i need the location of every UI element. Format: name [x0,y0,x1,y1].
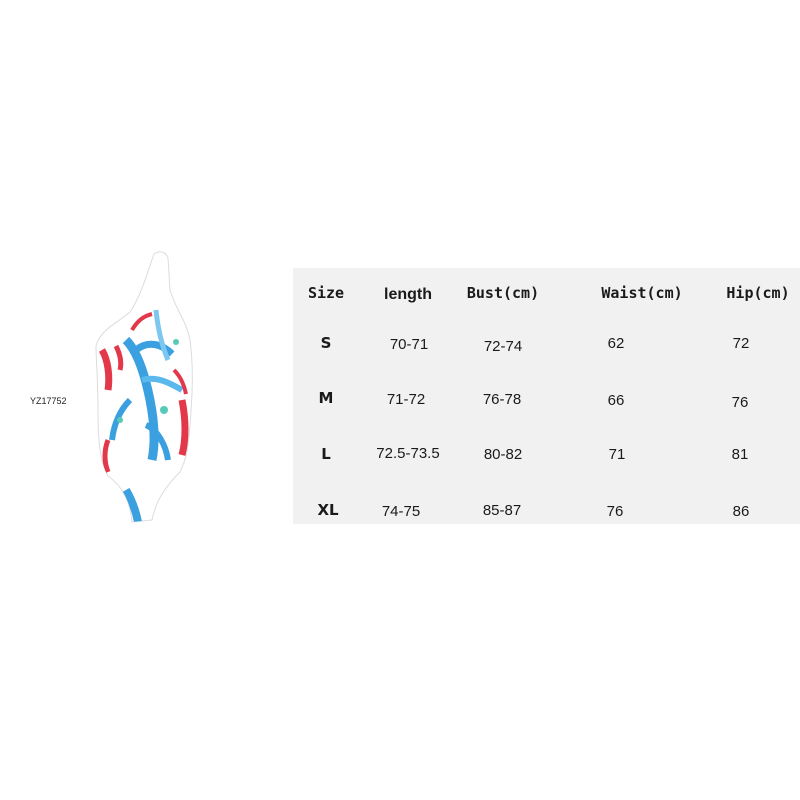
row-bust: 80-82 [483,446,523,463]
row-length: 72.5-73.5 [376,445,440,462]
row-waist: 66 [607,392,625,409]
header-size: Size [307,284,345,302]
row-size: S [320,334,332,352]
header-waist: Waist(cm) [601,284,683,302]
row-hip: 86 [732,503,750,520]
row-bust: 85-87 [482,502,522,519]
row-waist: 71 [608,446,626,463]
size-chart-table: Size length Bust(cm) Waist(cm) Hip(cm) S… [293,268,800,524]
row-size: M [318,389,334,407]
row-hip: 76 [731,394,749,411]
row-bust: 72-74 [483,338,523,355]
header-bust: Bust(cm) [466,284,540,302]
row-hip: 81 [731,446,749,463]
row-length: 71-72 [386,391,426,408]
row-length: 70-71 [389,336,429,353]
row-waist: 62 [607,335,625,352]
swimsuit-image [95,251,193,523]
row-hip: 72 [732,335,750,352]
row-waist: 76 [606,503,624,520]
product-sku: YZ17752 [30,396,67,406]
header-hip: Hip(cm) [726,284,790,302]
header-length: length [384,286,432,303]
row-bust: 76-78 [482,391,522,408]
row-size: L [321,445,331,463]
row-size: XL [317,501,339,519]
row-length: 74-75 [381,503,421,520]
